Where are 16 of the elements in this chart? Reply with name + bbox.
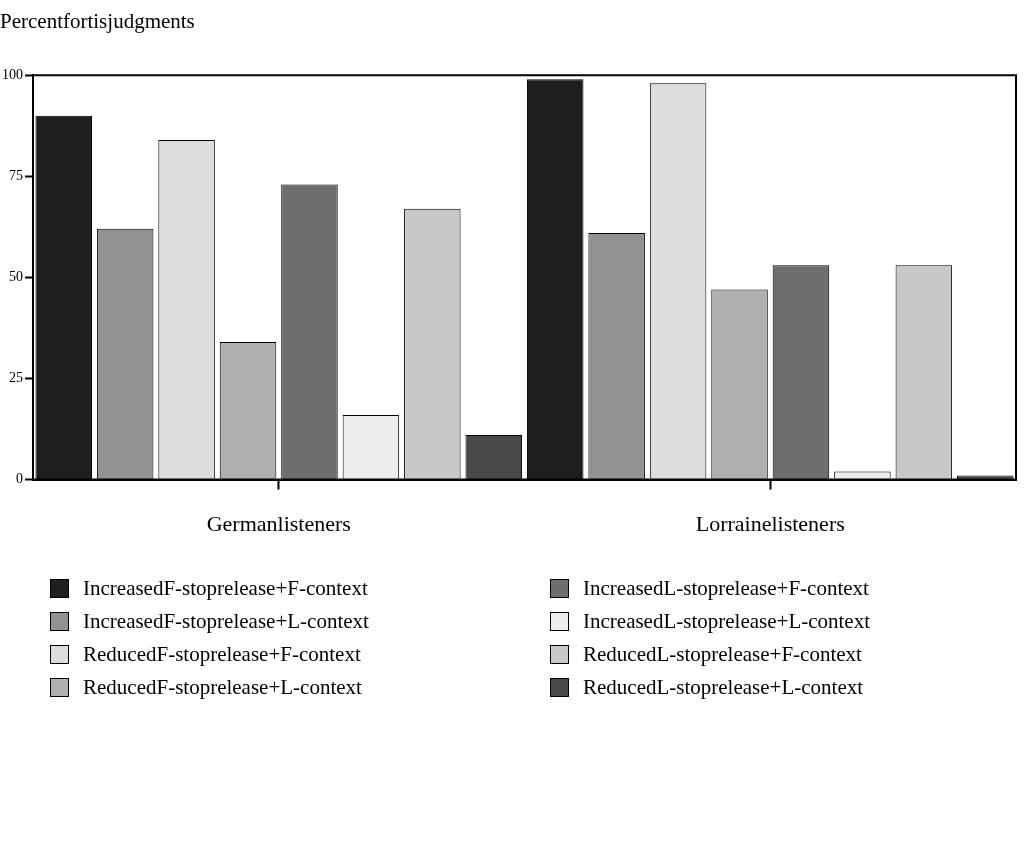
legend-label: ReducedF-stoprelease+F-context	[83, 642, 361, 667]
legend-label: IncreasedF-stoprelease+L-context	[83, 609, 369, 634]
y-tick-label: 100	[2, 66, 23, 82]
y-tick-label: 50	[9, 269, 23, 285]
x-tick-label: Lorrainelisteners	[695, 510, 845, 536]
legend-label: IncreasedL-stoprelease+F-context	[583, 576, 869, 601]
legend-label: IncreasedL-stoprelease+L-context	[583, 609, 871, 634]
y-tick-label: 0	[16, 471, 23, 487]
chart-title: Percentfortisjudgments	[0, 9, 195, 34]
x-tick-label: Germanlisteners	[206, 510, 351, 536]
legend-label: ReducedL-stoprelease+L-context	[583, 675, 864, 700]
legend-label: ReducedL-stoprelease+F-context	[583, 642, 862, 667]
legend-label: IncreasedF-stoprelease+F-context	[83, 576, 368, 601]
legend-label: ReducedF-stoprelease+L-context	[83, 675, 362, 700]
y-tick-label: 75	[9, 167, 23, 183]
y-tick-label: 25	[9, 370, 23, 386]
